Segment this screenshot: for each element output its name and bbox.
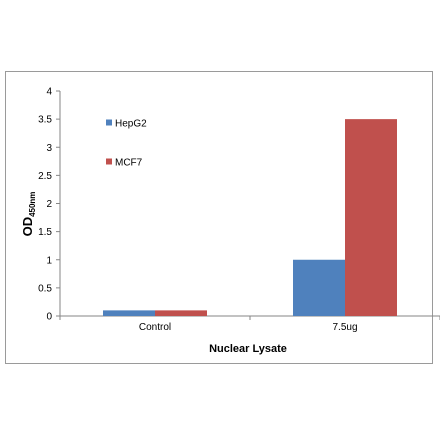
x-tick-label: Control — [139, 322, 171, 333]
y-tick-label: 4 — [46, 87, 52, 98]
y-tick-label: 2.5 — [38, 171, 52, 182]
y-tick-label: 0.5 — [38, 283, 52, 294]
x-ticks: Control 7.5ug — [59, 316, 440, 333]
y-tick-label: 3.5 — [38, 115, 52, 126]
bar-hepg2-75ug — [293, 259, 345, 316]
y-axis-title: OD450nm — [20, 192, 37, 237]
legend-swatch-mcf7 — [106, 158, 112, 165]
bar-mcf7-75ug — [345, 119, 397, 316]
y-ticks: 0 0.5 1 1.5 2 2.5 3 3.5 4 — [38, 87, 60, 323]
y-tick-label: 1 — [46, 255, 52, 266]
legend-swatch-hepg2 — [106, 119, 112, 126]
legend-label-mcf7: MCF7 — [115, 158, 143, 169]
bar-mcf7-control — [155, 310, 207, 316]
y-tick-label: 1.5 — [38, 227, 52, 238]
y-tick-label: 0 — [46, 312, 52, 323]
x-tick-label: 7.5ug — [332, 322, 357, 333]
bars — [103, 119, 397, 316]
y-tick-label: 2 — [46, 199, 52, 210]
legend-label-hepg2: HepG2 — [115, 119, 147, 130]
legend: HepG2 MCF7 — [106, 119, 147, 169]
bar-hepg2-control — [103, 310, 155, 316]
y-tick-label: 3 — [46, 143, 52, 154]
x-axis-title: Nuclear Lysate — [209, 343, 287, 355]
